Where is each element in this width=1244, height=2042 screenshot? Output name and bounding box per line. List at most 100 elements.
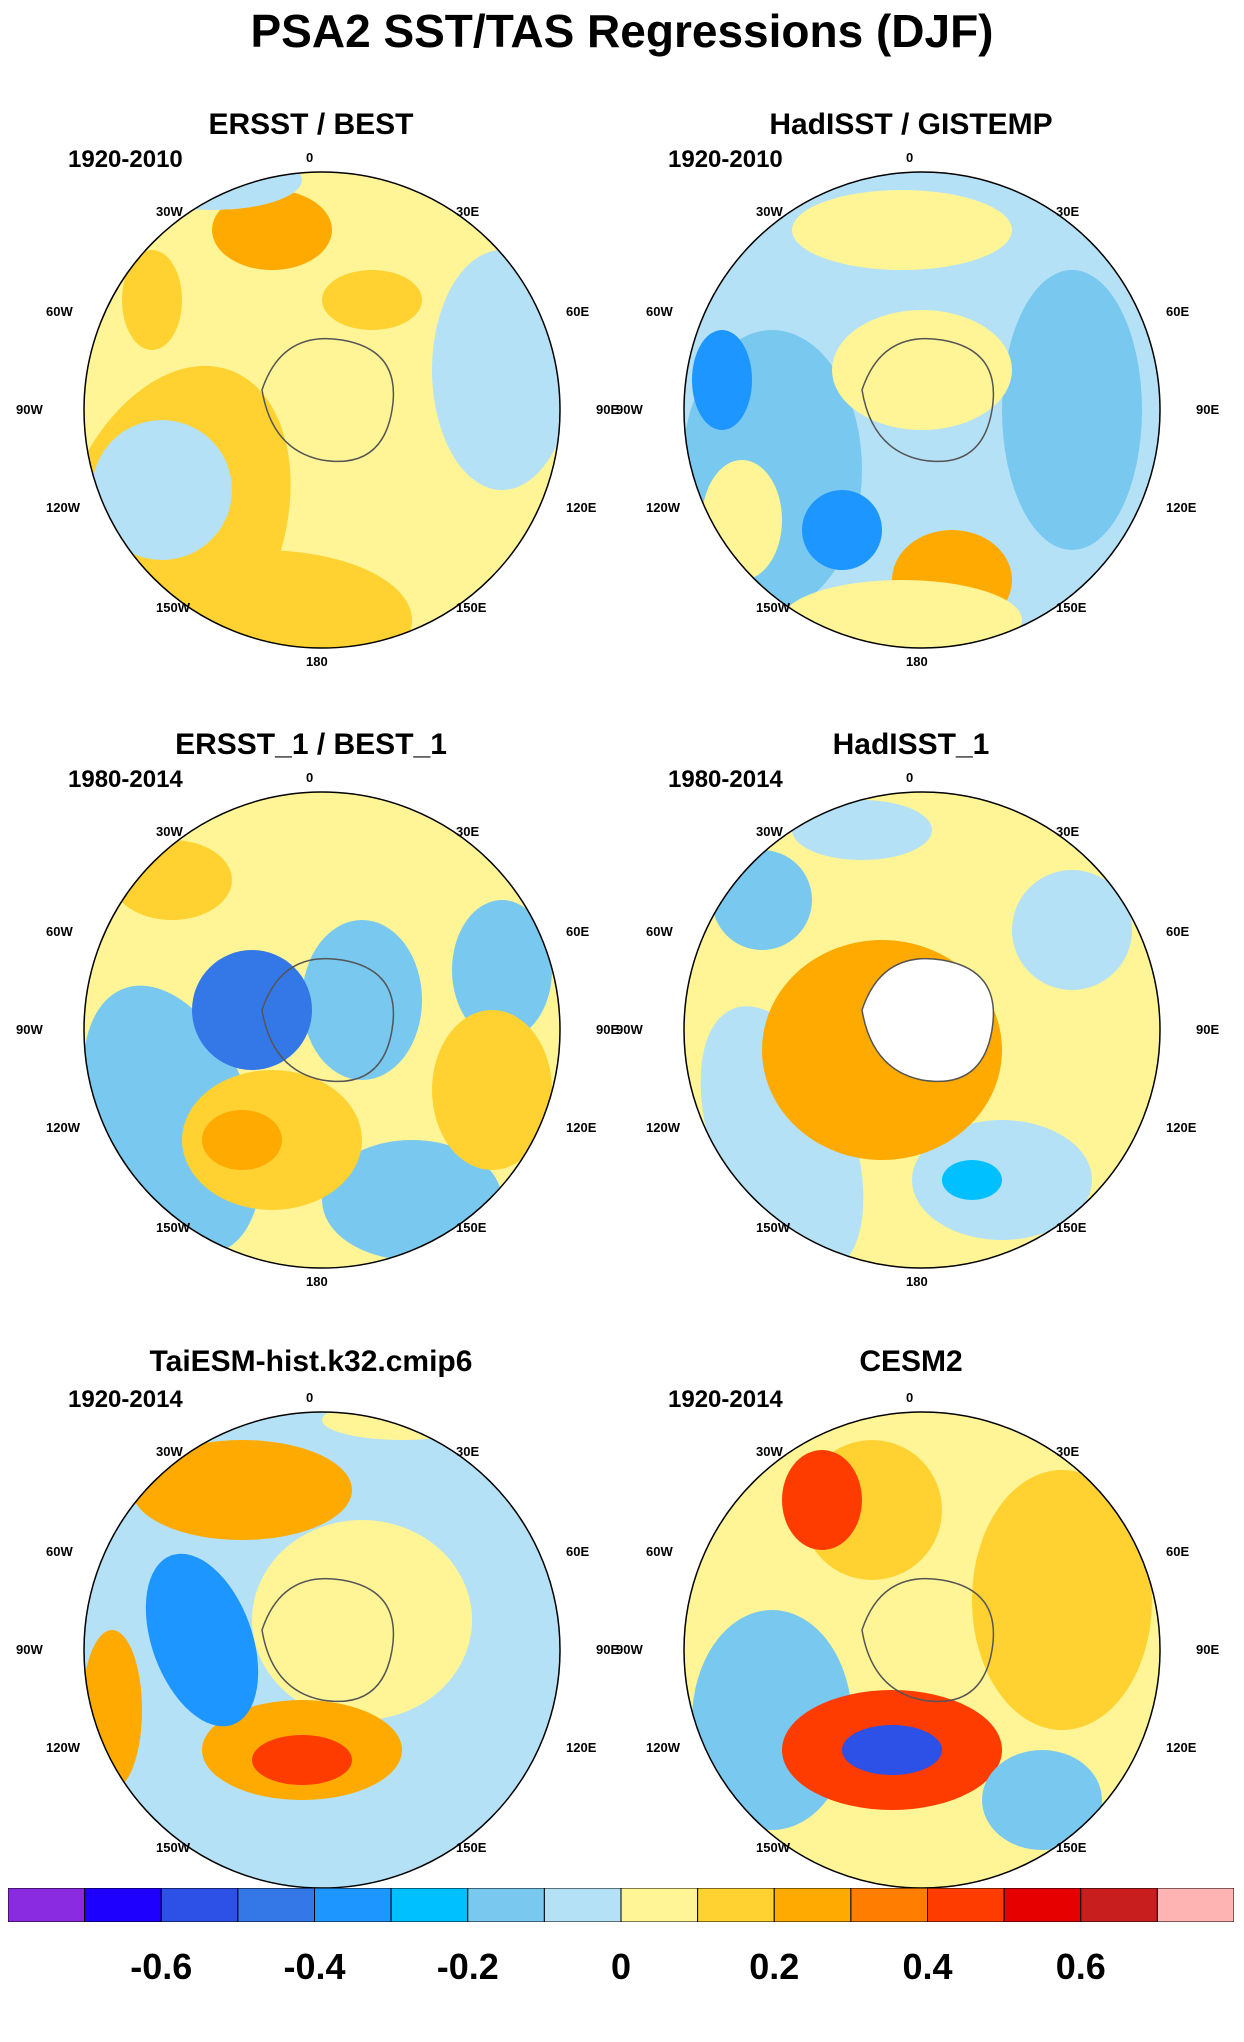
- colorbar-swatch: [850, 1888, 928, 1922]
- longitude-label: 120E: [1166, 500, 1197, 515]
- longitude-label: 150W: [756, 600, 790, 615]
- longitude-label: 150W: [756, 1220, 790, 1235]
- antarctica-coastline: [861, 1577, 995, 1703]
- map-panel: HadISST_1 1980-2014 0 180 30W 30E 60W 60E 90W 90E…: [600, 720, 1222, 1340]
- contour-region: [792, 190, 1012, 270]
- longitude-label: 60W: [46, 1544, 73, 1559]
- colorbar-swatch: [1080, 1888, 1158, 1922]
- longitude-label: 0: [906, 770, 914, 785]
- contour-region: [972, 1470, 1152, 1730]
- longitude-label: 30W: [756, 1444, 783, 1459]
- longitude-label: 120W: [646, 500, 680, 515]
- longitude-label: 150E: [1056, 1840, 1087, 1855]
- contour-region: [132, 1440, 352, 1540]
- contour-region: [322, 1412, 482, 1440]
- polar-map: [683, 171, 1161, 649]
- colorbar-tick-label: 0.2: [749, 1946, 800, 1987]
- longitude-label: 60W: [646, 304, 673, 319]
- panel-title: TaiESM-hist.k32.cmip6: [149, 1345, 473, 1378]
- contour-region: [112, 840, 232, 920]
- longitude-label: 60W: [46, 924, 73, 939]
- panel-title: CESM2: [859, 1345, 963, 1378]
- polar-map: [83, 171, 561, 649]
- antarctica-coastline: [261, 957, 395, 1083]
- longitude-label: 150E: [1056, 1220, 1087, 1235]
- longitude-label: 120E: [566, 500, 597, 515]
- longitude-label: 60E: [566, 1544, 590, 1559]
- longitude-label: 30W: [156, 1444, 183, 1459]
- longitude-label: 30E: [1056, 204, 1080, 219]
- colorbar-swatch: [697, 1888, 775, 1922]
- contour-region: [322, 270, 422, 330]
- colorbar-swatch: [1003, 1888, 1082, 1922]
- colorbar-tick-label: 0: [610, 1946, 632, 1987]
- map-boundary: [683, 791, 1161, 1269]
- longitude-label: 180: [306, 1274, 328, 1289]
- longitude-label: 90W: [16, 402, 43, 417]
- longitude-label: 120W: [46, 500, 80, 515]
- colorbar-swatch: [467, 1888, 545, 1922]
- longitude-label: 90W: [16, 1642, 43, 1657]
- contour-region: [782, 580, 1022, 648]
- longitude-label: 90E: [1196, 1642, 1220, 1657]
- longitude-label: 120E: [1166, 1120, 1197, 1135]
- longitude-label: 30W: [756, 204, 783, 219]
- longitude-label: 30E: [1056, 824, 1080, 839]
- longitude-label: 0: [906, 1390, 914, 1405]
- longitude-label: 120W: [46, 1120, 80, 1135]
- longitude-label: 120E: [566, 1740, 597, 1755]
- colorbar-tick-label: 0.4: [902, 1946, 953, 1987]
- longitude-label: 0: [306, 770, 314, 785]
- longitude-label: 90W: [16, 1022, 43, 1037]
- panel-period: 1920-2010: [668, 146, 783, 173]
- longitude-label: 60W: [46, 304, 73, 319]
- panel-period: 1980-2014: [68, 766, 183, 793]
- contour-region: [832, 310, 1012, 430]
- longitude-label: 90E: [596, 402, 620, 417]
- contour-region: [252, 1520, 472, 1720]
- contour-region: [982, 1750, 1102, 1850]
- longitude-label: 150W: [756, 1840, 790, 1855]
- longitude-label: 90E: [596, 1022, 620, 1037]
- longitude-label: 180: [906, 1274, 928, 1289]
- longitude-label: 150W: [156, 1220, 190, 1235]
- colorbar-swatch: [160, 1888, 239, 1922]
- contour-region: [202, 1110, 282, 1170]
- colorbar-swatch: [237, 1888, 315, 1922]
- longitude-label: 60E: [1166, 924, 1190, 939]
- contour-region: [712, 850, 812, 950]
- contour-region: [1012, 870, 1132, 990]
- contour-region: [452, 900, 552, 1040]
- colorbar-swatch: [773, 1888, 852, 1922]
- longitude-label: 30E: [456, 1444, 480, 1459]
- contour-region: [302, 920, 422, 1080]
- panel-period: 1920-2014: [68, 1386, 183, 1413]
- panel-title: HadISST / GISTEMP: [769, 108, 1053, 141]
- contour-region: [432, 1010, 552, 1170]
- longitude-label: 120E: [566, 1120, 597, 1135]
- polar-map: [83, 1411, 561, 1889]
- longitude-label: 60W: [646, 924, 673, 939]
- panel-title: ERSST / BEST: [208, 108, 414, 141]
- contour-region: [842, 1725, 942, 1775]
- colorbar: [8, 1888, 1234, 1922]
- longitude-label: 150E: [456, 1840, 487, 1855]
- longitude-label: 180: [906, 654, 928, 669]
- contour-region: [692, 330, 752, 430]
- longitude-label: 30W: [156, 824, 183, 839]
- map-panel: ERSST_1 / BEST_1 1980-2014 0 180 30W 30E 60W 60…: [0, 720, 622, 1340]
- colorbar-swatch: [8, 1888, 86, 1922]
- longitude-label: 150E: [1056, 600, 1087, 615]
- colorbar-tick-label: 0.6: [1055, 1946, 1106, 1987]
- main-title: PSA2 SST/TAS Regressions (DJF): [250, 5, 994, 57]
- polar-map: [683, 791, 1161, 1269]
- longitude-label: 60E: [566, 304, 590, 319]
- colorbar-swatch: [927, 1888, 1005, 1922]
- contour-region: [145, 1553, 259, 1727]
- contour-region: [252, 1735, 352, 1785]
- map-boundary: [683, 171, 1161, 649]
- contour-region: [942, 1160, 1002, 1200]
- contour-region: [112, 550, 412, 648]
- contour-region: [802, 490, 882, 570]
- contour-region: [122, 250, 182, 350]
